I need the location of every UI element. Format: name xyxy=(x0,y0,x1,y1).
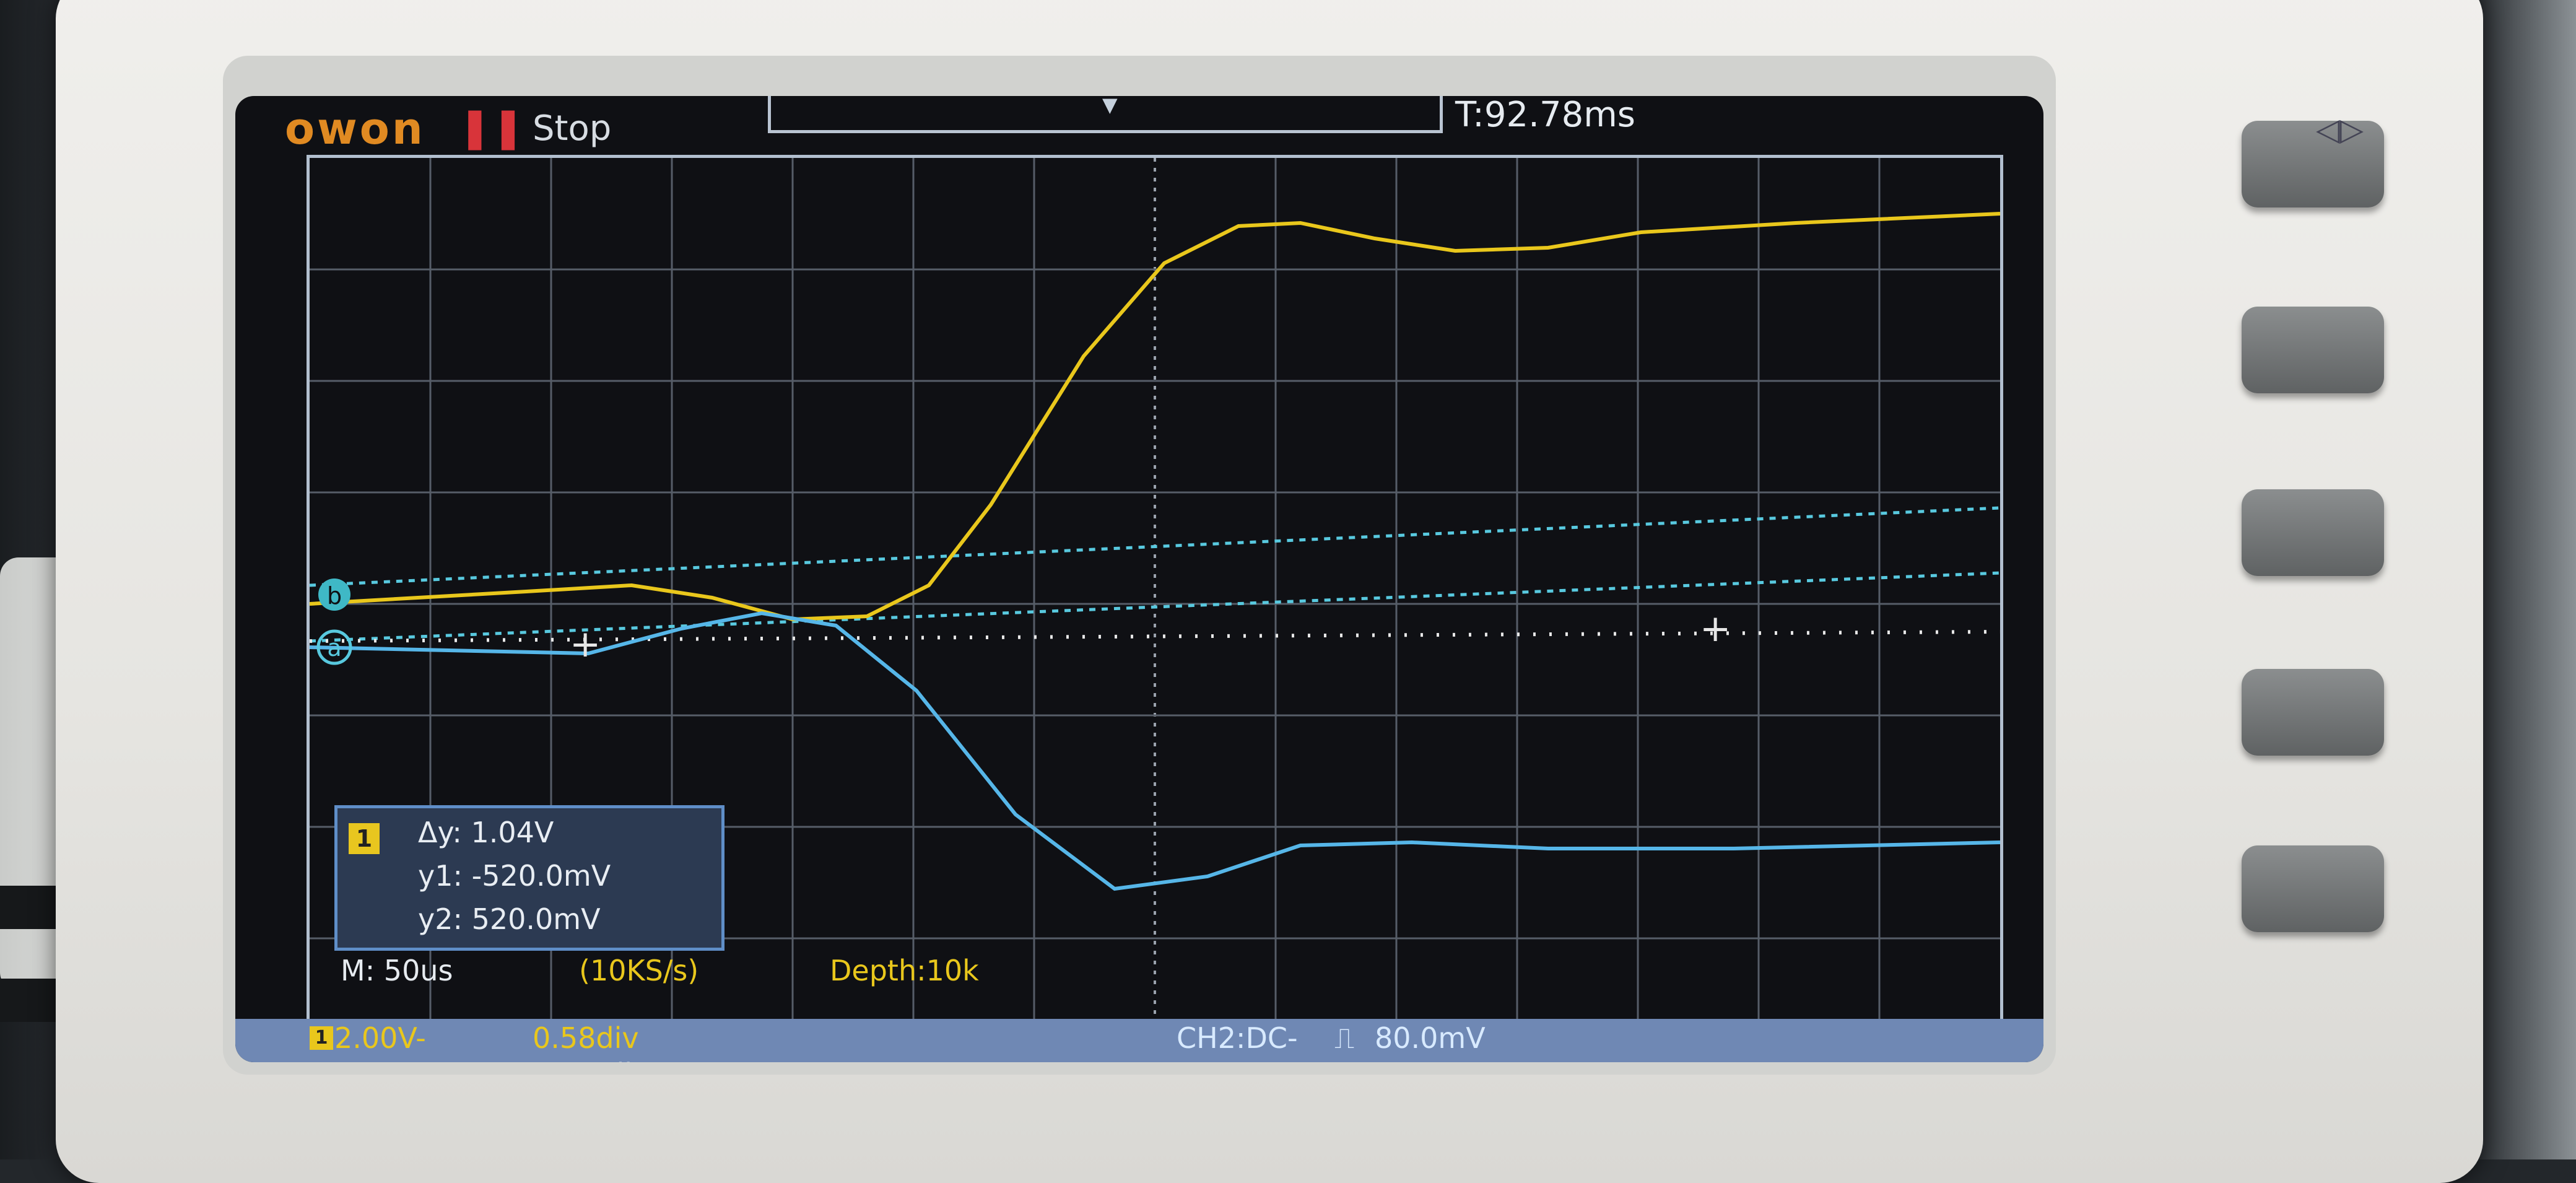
softkey-1[interactable] xyxy=(2242,121,2384,207)
pause-icon: ❚❚ xyxy=(458,105,525,151)
ch2-offset: -2.28div xyxy=(533,1057,649,1062)
memory-depth: Depth:10k xyxy=(830,954,979,987)
top-status-bar: owon ❚❚ Stop ▼ T:92.78ms xyxy=(235,96,2043,155)
cursor-a-marker xyxy=(316,629,352,665)
cursor-line-a xyxy=(310,571,2000,643)
trigger-time: T:92.78ms xyxy=(1455,96,1635,135)
waveform-display: b a + + xyxy=(310,158,2000,1050)
softkey-5[interactable] xyxy=(2242,845,2384,932)
softkey-column xyxy=(2204,0,2384,1159)
cursor-b-label: b xyxy=(327,582,342,609)
softkey-3[interactable] xyxy=(2242,489,2384,576)
brand-logo: owon xyxy=(285,103,425,154)
measurement-channel-badge: 1 xyxy=(349,823,380,854)
softkey-2[interactable] xyxy=(2242,307,2384,393)
timebase-position-bar xyxy=(768,96,1443,133)
oscilloscope-screen: owon ❚❚ Stop ▼ T:92.78ms b a + + 1 Δy: 1… xyxy=(235,96,2043,1062)
run-state: Stop xyxy=(533,108,612,149)
delta-y-readout: Δy: 1.04V xyxy=(418,816,554,849)
timebase: M: 50us xyxy=(341,954,453,987)
grid-lines xyxy=(310,158,2000,1050)
y2-readout: y2: 520.0mV xyxy=(418,902,601,936)
crosshair-icon: + xyxy=(1700,607,1731,650)
ch1-scale: 2.00V- xyxy=(334,1021,426,1055)
trigger-position-marker-icon: ▼ xyxy=(1102,96,1118,116)
ch2-waveform xyxy=(310,611,2000,891)
sample-rate: (10KS/s) xyxy=(579,954,699,987)
menu-toggle-icon[interactable]: ◁▷ xyxy=(2316,111,2364,147)
waveform-grid: b a + + xyxy=(307,155,2003,1053)
cursor-line-b xyxy=(310,506,2000,587)
ch1-badge: 1 xyxy=(310,1026,333,1050)
trigger-source: CH2:DC- xyxy=(1177,1021,1298,1055)
channel-status-bar: 1 2.00V- 0.58div 2 2.00V- -2.28div CH2:D… xyxy=(235,1019,2043,1062)
y1-readout: y1: -520.0mV xyxy=(418,859,611,893)
cursor-measurement-panel: 1 Δy: 1.04V y1: -520.0mV y2: 520.0mV xyxy=(334,805,724,951)
rising-edge-icon: ⎍ xyxy=(1334,1021,1355,1055)
ch1-offset: 0.58div xyxy=(533,1021,639,1055)
trigger-level: 80.0mV xyxy=(1375,1021,1486,1055)
ch1-waveform xyxy=(310,212,2000,622)
cursor-a-label: a xyxy=(327,634,341,661)
crosshair-icon: + xyxy=(570,622,601,666)
softkey-4[interactable] xyxy=(2242,669,2384,756)
cursor-b-marker xyxy=(318,578,350,611)
ch2-scale: 2.00V- xyxy=(334,1057,426,1062)
